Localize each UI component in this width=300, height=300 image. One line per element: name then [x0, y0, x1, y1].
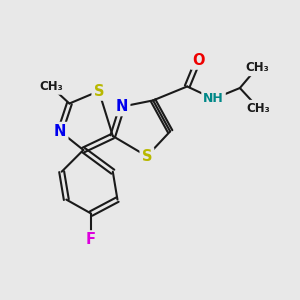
Text: S: S	[94, 84, 104, 99]
Text: N: N	[116, 99, 128, 114]
Text: CH₃: CH₃	[39, 80, 63, 93]
Text: F: F	[86, 232, 96, 247]
Text: N: N	[54, 124, 66, 139]
Text: S: S	[142, 149, 152, 164]
Text: NH: NH	[203, 92, 224, 105]
Text: CH₃: CH₃	[245, 61, 269, 74]
Text: CH₃: CH₃	[247, 102, 270, 115]
Text: O: O	[192, 52, 204, 68]
